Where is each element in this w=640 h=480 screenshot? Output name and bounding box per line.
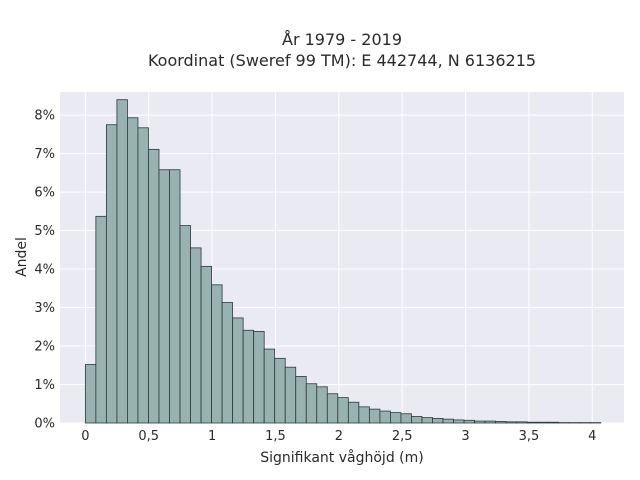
histogram-bar bbox=[495, 421, 507, 424]
histogram-bar bbox=[158, 169, 170, 424]
histogram-bar bbox=[432, 417, 444, 424]
histogram-bar bbox=[263, 348, 276, 424]
x-tick-label: 3 bbox=[461, 429, 469, 444]
histogram-bar bbox=[190, 247, 202, 424]
x-tick-label: 0 bbox=[81, 429, 89, 444]
histogram-bar bbox=[400, 413, 412, 424]
histogram-bar bbox=[284, 366, 297, 424]
x-tick-label: 0,5 bbox=[138, 429, 159, 444]
histogram-bar bbox=[95, 215, 107, 424]
chart-title-line2: Koordinat (Sweref 99 TM): E 442744, N 61… bbox=[148, 51, 536, 70]
histogram-bar bbox=[547, 421, 560, 424]
histogram-bar bbox=[442, 418, 454, 424]
histogram-bar bbox=[421, 417, 433, 424]
x-tick-label: 2 bbox=[335, 429, 343, 444]
x-tick-label: 4 bbox=[588, 429, 596, 444]
histogram-bar bbox=[211, 284, 223, 424]
bars bbox=[84, 99, 602, 424]
histogram-bar bbox=[484, 420, 497, 424]
histogram-bar bbox=[526, 421, 539, 424]
histogram-bar bbox=[347, 401, 360, 424]
histogram-bar bbox=[368, 408, 381, 424]
y-tick-label: 3% bbox=[34, 301, 55, 316]
histogram-bar bbox=[179, 225, 191, 424]
histogram-bar bbox=[390, 412, 402, 424]
x-tick-label: 1,5 bbox=[265, 429, 286, 444]
histogram-bar bbox=[463, 419, 475, 424]
histogram-bar bbox=[116, 99, 128, 424]
histogram-bar bbox=[169, 169, 181, 424]
histogram-bar bbox=[516, 421, 528, 424]
histogram-bar bbox=[358, 406, 370, 424]
histogram-bar bbox=[316, 386, 328, 424]
y-tick-labels: 0% 1% 2% 3% 4% 5% 6% 7% 8% bbox=[34, 109, 55, 432]
histogram-bar bbox=[274, 357, 286, 424]
histogram-bar bbox=[127, 117, 139, 424]
histogram-bar bbox=[337, 397, 349, 424]
y-tick-label: 5% bbox=[34, 224, 55, 239]
histogram-bar bbox=[221, 302, 234, 424]
histogram-bar bbox=[505, 421, 518, 424]
y-axis-label: Andel bbox=[14, 237, 30, 277]
x-tick-label: 1 bbox=[208, 429, 216, 444]
histogram-bar bbox=[84, 364, 97, 424]
y-tick-label: 7% bbox=[34, 147, 55, 162]
y-tick-label: 8% bbox=[34, 109, 55, 124]
histogram-bar bbox=[474, 420, 486, 424]
histogram-bar bbox=[326, 393, 339, 424]
y-tick-label: 6% bbox=[34, 186, 55, 201]
y-tick-label: 4% bbox=[34, 263, 55, 278]
y-tick-label: 1% bbox=[34, 378, 55, 393]
histogram-bar bbox=[253, 330, 265, 424]
x-tick-label: 2,5 bbox=[392, 429, 413, 444]
histogram-bar bbox=[148, 148, 160, 424]
x-tick-label: 3,5 bbox=[519, 429, 540, 444]
x-axis-label: Signifikant våghöjd (m) bbox=[260, 449, 423, 466]
histogram-bar bbox=[295, 376, 307, 424]
histogram-bar bbox=[411, 416, 423, 424]
histogram-bar bbox=[232, 317, 244, 424]
histogram-bar bbox=[242, 329, 255, 424]
histogram-bar bbox=[305, 383, 318, 424]
chart-title-line1: År 1979 - 2019 bbox=[282, 30, 402, 49]
histogram-bar bbox=[200, 265, 212, 424]
histogram-bar bbox=[453, 419, 465, 424]
histogram-bar bbox=[137, 127, 149, 424]
y-tick-label: 0% bbox=[34, 417, 55, 432]
histogram-bar bbox=[537, 421, 549, 424]
histogram-bar bbox=[379, 410, 391, 424]
histogram-bar bbox=[105, 124, 118, 424]
x-tick-labels: 0 0,5 1 1,5 2 2,5 3 3,5 4 bbox=[81, 429, 596, 444]
y-tick-label: 2% bbox=[34, 340, 55, 355]
